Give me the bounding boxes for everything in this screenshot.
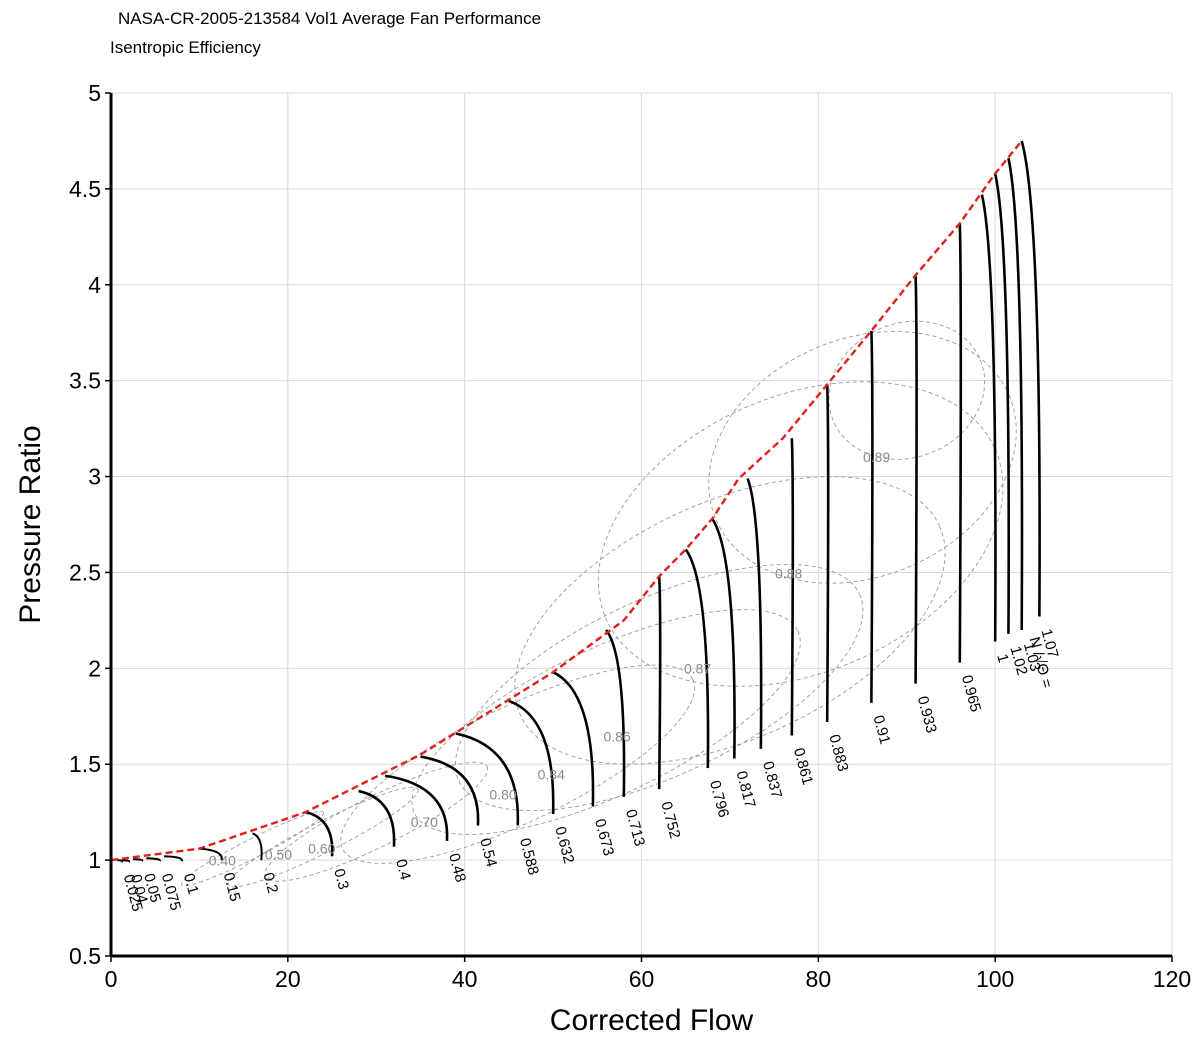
speed-line (993, 173, 1011, 634)
speed-line (305, 810, 334, 857)
efficiency-contour (514, 476, 946, 765)
speed-line-label: 0.48 (445, 852, 469, 885)
efficiency-contour-label: 0.84 (538, 766, 565, 782)
efficiency-contour (828, 320, 986, 460)
speed-line (133, 858, 144, 862)
x-tick-label: 0 (105, 966, 118, 992)
x-tick-label: 60 (629, 966, 655, 992)
chart-subtitle: Isentropic Efficiency (110, 38, 261, 57)
speed-line (384, 774, 449, 842)
efficiency-contour (227, 786, 419, 888)
speed-line-label: 0.2 (259, 871, 281, 896)
speed-line (958, 223, 963, 663)
efficiency-contour (264, 761, 489, 882)
chart-title: NASA-CR-2005-213584 Vol1 Average Fan Per… (118, 9, 542, 28)
speed-line-label: 1.07 (1038, 627, 1062, 660)
x-tick-label: 40 (452, 966, 478, 992)
speed-line (1007, 157, 1024, 630)
y-axis-label: Pressure Ratio (14, 425, 47, 623)
efficiency-contour-label: 0.70 (411, 814, 438, 830)
y-tick-label: 3 (88, 464, 101, 490)
efficiency-contour-label: 0.60 (308, 840, 335, 856)
y-tick-label: 0.5 (69, 943, 101, 969)
speed-line (657, 576, 662, 790)
y-tick-label: 4 (88, 272, 101, 298)
speed-line-label: 0.54 (476, 836, 500, 869)
surge-line (110, 140, 1023, 862)
efficiency-contour-label: 0.40 (209, 853, 236, 869)
speed-line-label: 0.05 (140, 872, 164, 905)
speed-line-label: 0.1 (180, 872, 202, 897)
speed-line (825, 384, 830, 723)
speed-line (358, 789, 396, 847)
speed-line-label: 0.91 (870, 713, 894, 746)
x-tick-label: 80 (806, 966, 832, 992)
efficiency-contour (455, 564, 864, 812)
speed-line (121, 859, 131, 863)
speed-line (746, 478, 763, 749)
efficiency-contour-label: 0.88 (775, 565, 802, 581)
speed-line (552, 670, 595, 807)
efficiency-contour (411, 609, 801, 835)
y-tick-label: 1.5 (69, 751, 101, 777)
x-tick-label: 100 (976, 966, 1014, 992)
speed-line (146, 857, 161, 862)
y-tick-label: 3.5 (69, 368, 101, 394)
speed-line (508, 699, 555, 815)
efficiency-contour (708, 331, 1017, 584)
efficiency-contour-label: 0.87 (684, 660, 711, 676)
y-tick-label: 5 (88, 80, 101, 106)
efficiency-contour-label: 0.50 (265, 847, 292, 863)
speed-line (420, 755, 480, 826)
speed-line (164, 855, 183, 862)
speed-line (117, 859, 124, 863)
speed-line-label: 0.15 (220, 871, 244, 904)
y-tick-label: 2 (88, 655, 101, 681)
efficiency-contour-label: 0.80 (489, 786, 516, 802)
efficiency-contour-label: 0.86 (603, 728, 630, 744)
speed-line-label: 0.04 (127, 873, 151, 906)
speed-line (684, 548, 710, 769)
efficiency-contour (181, 810, 324, 887)
speed-line (199, 847, 223, 861)
speed-line (711, 518, 736, 759)
efficiency-contour (340, 664, 696, 864)
speed-line-label: 0.4 (392, 857, 414, 882)
speed-line-label: 0.3 (330, 867, 352, 892)
efficiency-contours (181, 320, 1017, 888)
x-tick-label: 120 (1153, 966, 1191, 992)
surge-line-layer (110, 140, 1023, 862)
x-axis-label: Corrected Flow (550, 1004, 754, 1037)
efficiency-contour-label: 0.89 (863, 449, 890, 465)
y-tick-label: 4.5 (69, 176, 101, 202)
y-tick-label: 1 (88, 847, 101, 873)
speed-line (605, 629, 626, 797)
speed-line (870, 330, 874, 703)
axes: 0 20 40 60 80 100 120 0.5 1 1.5 2 2.5 3 3.5 4 4.5 5 Corre… (14, 80, 1191, 1037)
speed-line (1020, 140, 1041, 617)
y-tick-label: 2.5 (69, 559, 101, 585)
speed-line-label: 1.03 (1020, 641, 1044, 674)
speed-line (252, 832, 263, 861)
speed-line (790, 438, 795, 736)
x-tick-label: 20 (275, 966, 301, 992)
speed-lines (117, 140, 1041, 863)
speed-line (455, 732, 520, 826)
speed-line-label: 1.02 (1007, 644, 1031, 677)
speed-line (980, 194, 997, 642)
speed-line (914, 275, 918, 684)
